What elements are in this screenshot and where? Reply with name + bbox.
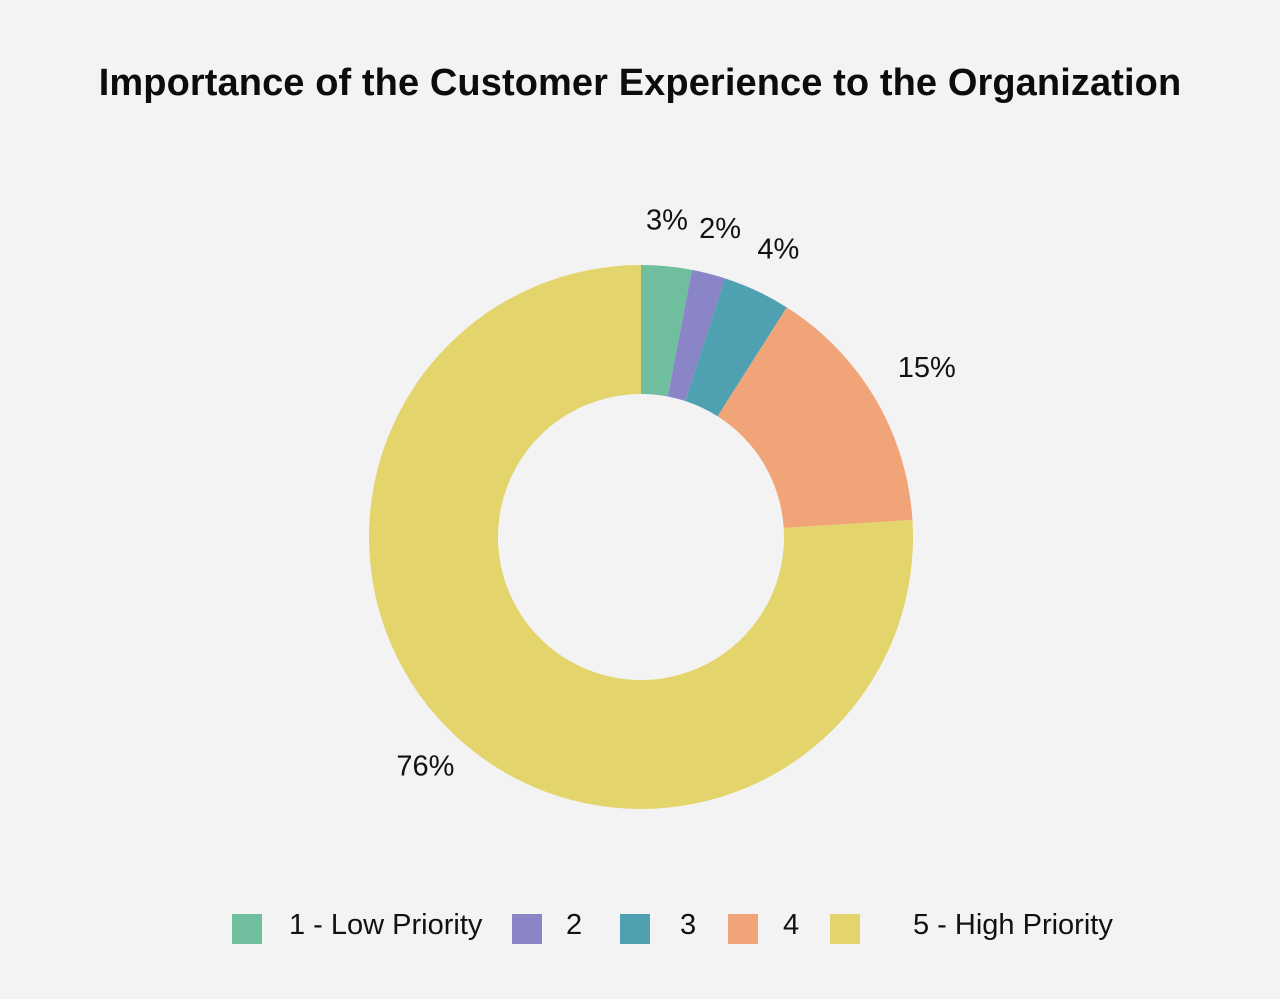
donut-slice-5 [368,265,913,810]
slice-label-3: 4% [757,233,799,265]
legend-label-4: 4 [783,909,800,941]
slice-label-2: 2% [699,213,741,245]
legend-swatch-1 [232,914,262,944]
donut-slice-2 [667,269,726,401]
slice-label-4: 15% [898,352,956,384]
donut-slice-4 [717,307,913,529]
donut-slice-3 [685,278,787,417]
legend-label-2: 2 [566,909,583,941]
legend-swatch-2 [512,914,542,944]
legend-label-3: 3 [680,909,697,941]
legend-swatch-3 [620,914,650,944]
donut-slice-1 [641,265,692,397]
legend-label-5: 5 - High Priority [913,909,1113,941]
legend-label-1: 1 - Low Priority [289,909,483,941]
chart-title: Importance of the Customer Experience to… [98,62,1182,104]
slice-label-5: 76% [396,751,454,783]
slice-label-1: 3% [646,204,688,236]
legend-swatch-4 [728,914,758,944]
legend-swatch-5 [830,914,860,944]
